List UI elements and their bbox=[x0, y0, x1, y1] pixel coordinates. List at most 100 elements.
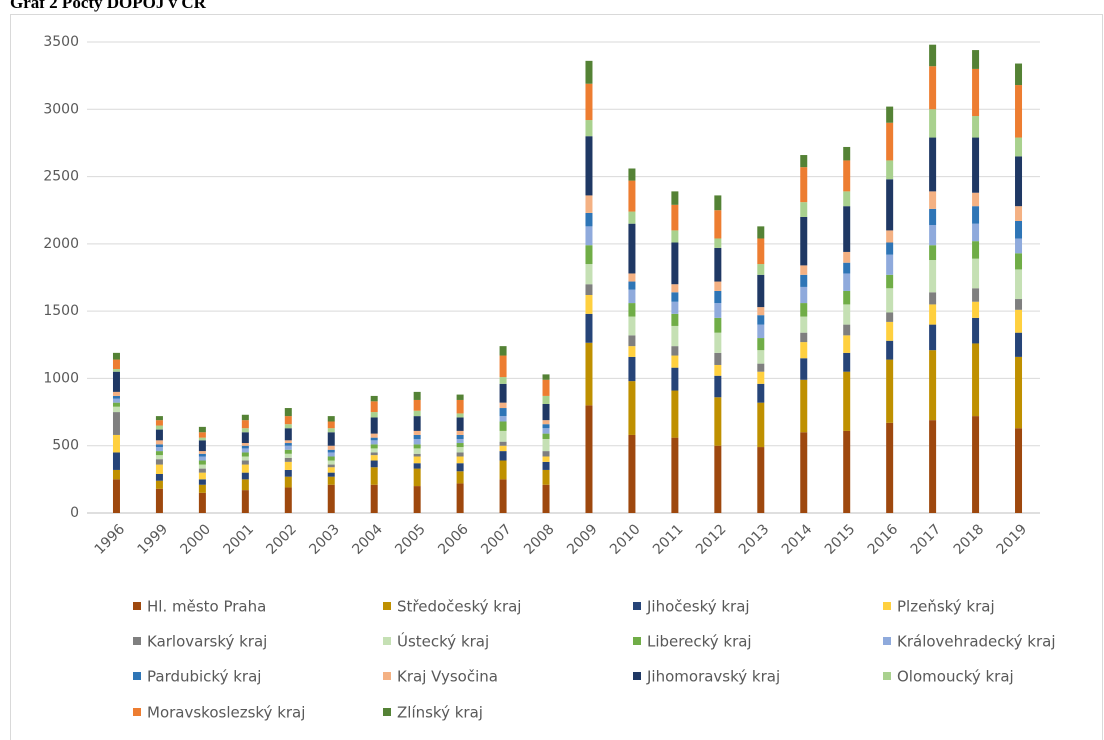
bar-segment bbox=[284, 408, 292, 417]
bar-segment bbox=[112, 452, 120, 470]
bar-segment bbox=[155, 440, 163, 445]
bar-segment bbox=[499, 346, 507, 356]
bar-segment bbox=[800, 167, 808, 203]
bar-segment bbox=[112, 406, 120, 413]
bar-segment bbox=[1015, 85, 1023, 138]
bar-segment bbox=[843, 430, 851, 513]
bar-segment bbox=[671, 242, 679, 285]
bar-segment bbox=[112, 371, 120, 392]
bar-segment bbox=[843, 206, 851, 252]
bar-segment bbox=[456, 430, 464, 435]
x-tick-label: 1999 bbox=[135, 521, 172, 558]
bar-segment bbox=[929, 137, 937, 192]
legend-swatch bbox=[383, 708, 391, 716]
bar-segment bbox=[800, 432, 808, 513]
bar-segment bbox=[155, 455, 163, 460]
bar-segment bbox=[585, 83, 593, 121]
bar-segment bbox=[757, 363, 765, 372]
bar-segment bbox=[155, 464, 163, 474]
x-tick-label: 2011 bbox=[650, 521, 687, 558]
bar-segment bbox=[757, 338, 765, 351]
bar-segment bbox=[886, 321, 894, 341]
bar-segment bbox=[585, 264, 593, 285]
bar-segment bbox=[327, 456, 335, 461]
legend-label: Zlínský kraj bbox=[397, 704, 483, 722]
bar-segment bbox=[757, 371, 765, 384]
bar-segment bbox=[370, 395, 378, 402]
bar-segment bbox=[671, 325, 679, 347]
bar-segment bbox=[972, 416, 980, 513]
bar-segment bbox=[370, 448, 378, 453]
bar-segment bbox=[757, 383, 765, 403]
bar-segment bbox=[1015, 206, 1023, 221]
bar-segment bbox=[1015, 253, 1023, 270]
bar-segment bbox=[284, 416, 292, 425]
bar-segment bbox=[456, 447, 464, 453]
bar-segment bbox=[241, 472, 249, 480]
bar-segment bbox=[370, 401, 378, 413]
legend-swatch bbox=[883, 672, 891, 680]
bar-segment bbox=[456, 417, 464, 431]
bar-segment bbox=[800, 358, 808, 380]
legend-swatch bbox=[133, 637, 141, 645]
bar-segment bbox=[585, 136, 593, 196]
bar-segment bbox=[327, 428, 335, 433]
bar-segment bbox=[929, 350, 937, 421]
bar-segment bbox=[843, 290, 851, 305]
bar-segment bbox=[757, 226, 765, 239]
bar-segment bbox=[456, 413, 464, 418]
bar-segment bbox=[929, 292, 937, 305]
bar-segment bbox=[929, 66, 937, 110]
y-tick-label: 2500 bbox=[43, 169, 79, 185]
bar-segment bbox=[241, 464, 249, 473]
bar-segment bbox=[714, 303, 722, 318]
bar-segment bbox=[972, 241, 980, 259]
bar-segment bbox=[198, 451, 206, 454]
bar-segment bbox=[800, 379, 808, 433]
x-tick-label: 2015 bbox=[822, 521, 859, 558]
bar-segment bbox=[284, 424, 292, 429]
bar-segment bbox=[757, 315, 765, 325]
bar-segment bbox=[671, 230, 679, 243]
bar-segment bbox=[843, 324, 851, 336]
bar-segment bbox=[155, 429, 163, 441]
bar-segment bbox=[413, 453, 421, 457]
bar-segment bbox=[370, 440, 378, 445]
bar-segment bbox=[671, 284, 679, 293]
bar-segment bbox=[327, 464, 335, 468]
bar-segment bbox=[327, 484, 335, 513]
bar-segment bbox=[585, 342, 593, 406]
y-tick-label: 2000 bbox=[43, 236, 79, 252]
x-tick-label: 2009 bbox=[564, 521, 601, 558]
bar-segment bbox=[714, 375, 722, 398]
bar-segment bbox=[413, 444, 421, 449]
bar-segment bbox=[112, 402, 120, 407]
bar-segment bbox=[284, 487, 292, 513]
bar-segment bbox=[456, 434, 464, 439]
legend-swatch bbox=[633, 672, 641, 680]
x-tick-label: 2002 bbox=[263, 521, 300, 558]
bar-segment bbox=[671, 437, 679, 513]
bar-segment bbox=[886, 254, 894, 275]
bar-segment bbox=[843, 273, 851, 291]
x-tick-label: 1996 bbox=[92, 521, 129, 558]
bar-segment bbox=[198, 453, 206, 457]
x-tick-label: 2005 bbox=[392, 521, 429, 558]
bar-segment bbox=[585, 212, 593, 227]
bar-segment bbox=[327, 416, 335, 422]
bar-segment bbox=[327, 467, 335, 473]
bar-segment bbox=[112, 369, 120, 372]
bar-segment bbox=[929, 420, 937, 513]
bar-segment bbox=[757, 264, 765, 275]
bar-segment bbox=[155, 425, 163, 430]
x-tick-label: 2001 bbox=[220, 521, 257, 558]
legend-swatch bbox=[133, 602, 141, 610]
bar-segment bbox=[499, 408, 507, 417]
bar-segment bbox=[714, 247, 722, 282]
legend-swatch bbox=[383, 602, 391, 610]
x-tick-label: 2000 bbox=[178, 521, 215, 558]
legend-swatch bbox=[133, 672, 141, 680]
bar-segment bbox=[112, 395, 120, 399]
legend-swatch bbox=[883, 602, 891, 610]
bar-segment bbox=[1015, 299, 1023, 310]
